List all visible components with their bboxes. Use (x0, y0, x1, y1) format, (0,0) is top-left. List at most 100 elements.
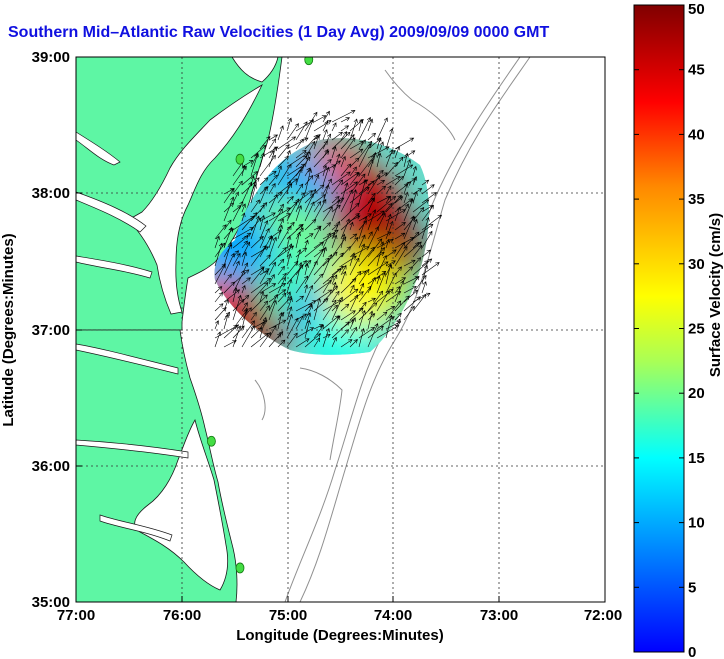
velocity-vector (367, 313, 376, 321)
velocity-vector (331, 252, 344, 267)
velocity-vector (214, 331, 222, 348)
velocity-vector (358, 328, 365, 348)
velocity-vector (331, 336, 337, 348)
velocity-vector (394, 266, 402, 276)
velocity-vector (403, 259, 416, 267)
velocity-vector (394, 295, 410, 312)
velocity-vector (286, 253, 292, 267)
velocity-vector (223, 299, 229, 312)
velocity-vector (322, 197, 345, 213)
velocity-vector (304, 201, 315, 222)
velocity-vector (358, 243, 366, 258)
velocity-vector (241, 294, 250, 303)
velocity-vector (304, 284, 309, 294)
velocity-vector (259, 214, 266, 231)
velocity-vector (313, 337, 321, 348)
velocity-vector (322, 253, 333, 276)
velocity-vector (394, 312, 402, 321)
velocity-vector (268, 170, 277, 177)
velocity-vector (268, 229, 283, 240)
velocity-vector (331, 171, 351, 186)
y-tick-label: 35:00 (32, 594, 70, 611)
river-inlet-6 (99, 514, 173, 542)
velocity-vector (250, 175, 255, 186)
velocity-vector (304, 284, 314, 303)
velocity-vector (259, 254, 271, 267)
velocity-vector (421, 264, 429, 285)
colorbar-tick-label: 5 (688, 579, 696, 596)
velocity-vector (331, 146, 337, 159)
velocity-vector (322, 285, 338, 303)
velocity-vector (259, 186, 268, 204)
velocity-vector (250, 267, 265, 285)
velocity-vector (268, 261, 276, 276)
velocity-vector (367, 137, 382, 150)
velocity-vector (241, 171, 259, 186)
velocity-vector (403, 231, 420, 249)
river-inlet-5 (76, 439, 189, 459)
velocity-vector (349, 173, 366, 195)
velocity-vector (259, 316, 268, 339)
velocity-vector (421, 249, 432, 258)
velocity-vector (376, 272, 386, 294)
grid-lines (76, 57, 605, 602)
velocity-vector (241, 302, 248, 312)
y-tick-label: 39:00 (32, 49, 70, 66)
velocity-vector (394, 286, 401, 294)
velocity-vector (223, 313, 230, 330)
velocity-vector (250, 332, 269, 348)
velocity-vector (403, 159, 411, 177)
x-tick-label: 72:00 (584, 607, 622, 624)
velocity-vector (331, 290, 340, 303)
velocity-vector (322, 110, 330, 123)
velocity-vector (349, 157, 360, 168)
velocity-vector (295, 231, 301, 249)
velocity-vector (340, 155, 346, 168)
velocity-vector (286, 260, 299, 276)
velocity-vector (223, 281, 235, 294)
velocity-vector (277, 272, 287, 285)
velocity-vector (313, 200, 322, 213)
velocity-vector (367, 197, 376, 213)
velocity-vector (304, 140, 316, 159)
velocity-vector (241, 251, 248, 267)
velocity-vector (286, 313, 293, 330)
velocity-vector (331, 199, 341, 222)
velocity-vector (268, 299, 277, 321)
velocity-vector (313, 289, 333, 303)
colorbar-tick-label: 0 (688, 644, 696, 659)
velocity-vectors (214, 109, 443, 348)
velocity-vector (358, 220, 368, 231)
velocity-vector (412, 191, 418, 204)
velocity-vector (268, 319, 287, 330)
colorbar-tick-label: 50 (688, 1, 705, 18)
velocity-vector (250, 294, 268, 312)
velocity-vector (304, 167, 311, 177)
velocity-vector (295, 192, 305, 213)
colorbar-tick-label: 10 (688, 515, 705, 532)
colorbar-label: Surface Velocity (cm/s) (707, 213, 724, 377)
velocity-vector (304, 168, 313, 195)
velocity-vector (214, 235, 220, 249)
velocity-vector (340, 288, 359, 303)
river-inlet-2 (76, 191, 147, 233)
velocity-vector (259, 305, 270, 321)
colorbar-tick-label: 30 (688, 256, 705, 273)
colorbar-tick-label: 20 (688, 385, 705, 402)
velocity-vector (331, 281, 337, 294)
velocity-vector (421, 192, 437, 204)
velocity-vector (259, 228, 270, 249)
x-tick-label: 77:00 (57, 607, 95, 624)
velocity-vector (313, 297, 321, 321)
velocity-vector (358, 140, 373, 159)
velocity-vector (286, 123, 299, 141)
velocity-vector (376, 325, 400, 339)
velocity-vector (340, 246, 351, 258)
velocity-vector (232, 180, 243, 195)
velocity-vector (412, 293, 427, 312)
velocity-vector (250, 215, 260, 240)
velocity-vector (385, 161, 399, 177)
velocity-vector (385, 220, 394, 240)
velocity-blob (323, 250, 400, 327)
velocity-vector (304, 233, 314, 240)
